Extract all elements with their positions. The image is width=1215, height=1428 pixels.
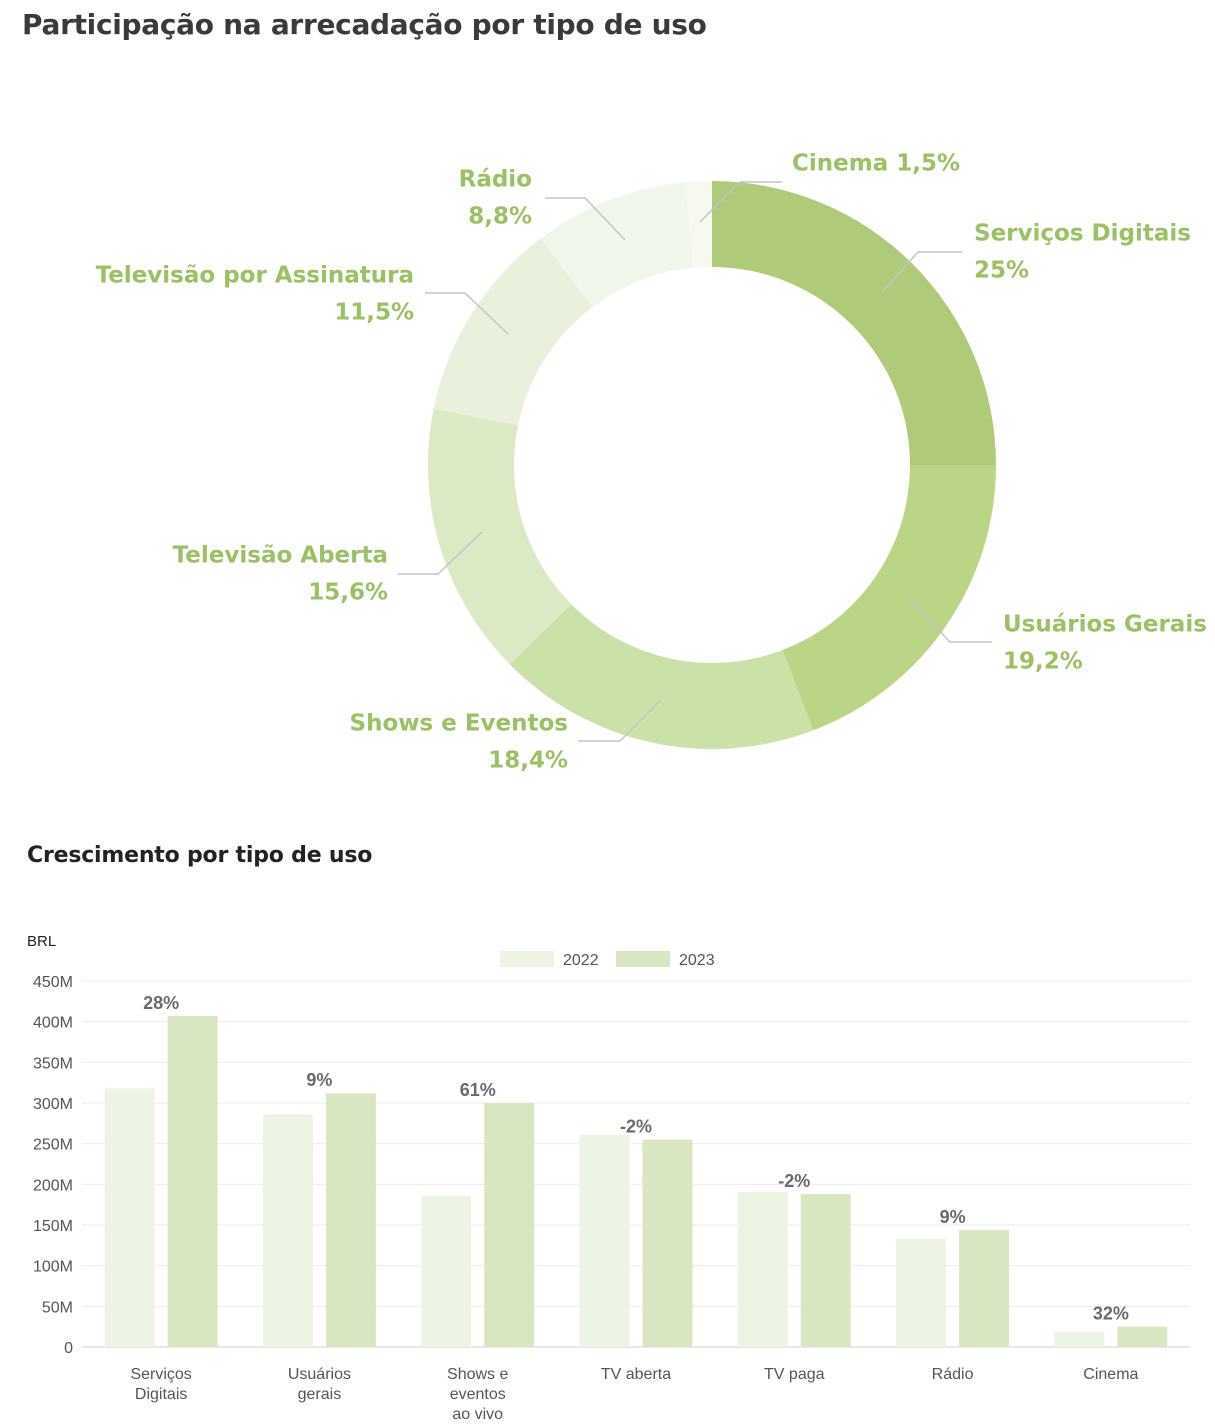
donut-slice-servicos-digitais[interactable] [712,181,996,465]
donut-slice-televisao-por-assinatura[interactable] [433,238,593,426]
leader-line-usuarios-gerais [909,599,992,643]
x-tick-label-servicos-digitais: Serviços [130,1366,191,1383]
bar-2023-cinema[interactable] [1117,1326,1168,1347]
slice-label-televisao-por-assinatura: Televisão por Assinatura [96,263,414,289]
slice-label-shows-e-eventos: Shows e Eventos [350,711,568,737]
leader-line-cinema [699,181,782,223]
y-tick-label: 400M [33,1015,73,1032]
slice-value-televisao-aberta: 15,6% [308,580,388,606]
y-tick-label: 450M [33,974,73,991]
bar-2023-shows-e-eventos-ao-vivo[interactable] [484,1103,535,1347]
bar-2022-tv-aberta[interactable] [579,1134,630,1347]
y-tick-label: 250M [33,1137,73,1154]
y-axis-unit-label: BRL [27,933,56,950]
slice-value-televisao-por-assinatura: 11,5% [334,300,414,326]
growth-label-servicos-digitais: 28% [143,993,179,1013]
bar-2023-radio[interactable] [959,1229,1010,1347]
bar-2022-shows-e-eventos-ao-vivo[interactable] [421,1195,472,1347]
donut-slice-televisao-aberta[interactable] [427,408,572,665]
x-tick-label-shows-e-eventos-ao-vivo: ao vivo [452,1406,503,1423]
growth-label-shows-e-eventos-ao-vivo: 61% [460,1080,496,1100]
bar-2022-usuarios-gerais[interactable] [262,1114,313,1347]
leader-line-televisao-aberta [398,531,483,575]
bar-chart-title: Crescimento por tipo de uso [27,843,373,868]
donut-slice-usuarios-gerais[interactable] [782,465,996,731]
x-tick-label-usuarios-gerais: gerais [298,1386,342,1403]
slice-label-cinema: Cinema 1,5% [792,151,960,177]
slice-label-usuarios-gerais: Usuários Gerais [1003,612,1207,638]
slice-value-usuarios-gerais: 19,2% [1003,649,1083,675]
legend-swatch-2022[interactable] [500,951,554,967]
growth-label-usuarios-gerais: 9% [306,1070,332,1090]
leader-line-servicos-digitais [881,251,962,293]
bar-2022-cinema[interactable] [1054,1331,1105,1347]
growth-label-cinema: 32% [1093,1304,1129,1324]
x-tick-label-cinema: Cinema [1083,1366,1138,1383]
legend-label-2022[interactable]: 2022 [563,952,599,969]
y-tick-label: 200M [33,1177,73,1194]
legend-label-2023[interactable]: 2023 [679,952,715,969]
leader-line-radio [545,197,626,241]
leader-line-shows-e-eventos [578,700,661,742]
growth-label-radio: 9% [940,1207,966,1227]
bar-2023-tv-aberta[interactable] [642,1139,693,1347]
x-tick-label-radio: Rádio [932,1366,974,1383]
donut-slice-cinema[interactable] [685,181,712,268]
donut-slice-shows-e-eventos[interactable] [509,604,814,749]
y-tick-label: 150M [33,1218,73,1235]
donut-slice-radio[interactable] [540,182,694,308]
y-tick-label: 300M [33,1096,73,1113]
x-tick-label-tv-paga: TV paga [764,1366,825,1383]
x-tick-label-usuarios-gerais: Usuários [288,1366,351,1383]
bar-2023-usuarios-gerais[interactable] [325,1093,376,1347]
slice-label-televisao-aberta: Televisão Aberta [173,543,388,569]
bar-2022-servicos-digitais[interactable] [104,1088,155,1347]
x-tick-label-servicos-digitais: Digitais [135,1386,187,1403]
bar-chart: BRL 0 50M 100M 150M 200M 250M 300M 350M 400M 450M 2… [27,933,1190,1423]
y-tick-label: 50M [42,1299,73,1316]
x-tick-label-tv-aberta: TV aberta [601,1366,671,1383]
bar-2022-tv-paga[interactable] [737,1191,788,1347]
slice-label-servicos-digitais: Serviços Digitais [974,221,1191,247]
x-tick-label-shows-e-eventos-ao-vivo: eventos [450,1386,506,1403]
legend-swatch-2023[interactable] [616,951,670,967]
bar-2022-radio[interactable] [896,1238,947,1347]
y-tick-label: 350M [33,1055,73,1072]
slice-value-shows-e-eventos: 18,4% [488,748,568,774]
slice-label-radio: Rádio [459,167,532,193]
y-tick-label: 100M [33,1259,73,1276]
leader-line-televisao-por-assinatura [425,292,509,335]
slice-value-radio: 8,8% [468,204,532,230]
donut-chart-title: Participação na arrecadação por tipo de … [22,8,707,41]
donut-chart: Serviços Digitais 25% Usuários Gerais 19,2%… [96,151,1207,774]
bar-2023-servicos-digitais[interactable] [167,1015,218,1347]
bar-2023-tv-paga[interactable] [800,1194,851,1347]
growth-label-tv-paga: -2% [778,1171,810,1191]
y-tick-label: 0 [64,1340,73,1357]
x-tick-label-shows-e-eventos-ao-vivo: Shows e [447,1366,508,1383]
slice-value-servicos-digitais: 25% [974,258,1029,284]
growth-label-tv-aberta: -2% [620,1117,652,1137]
